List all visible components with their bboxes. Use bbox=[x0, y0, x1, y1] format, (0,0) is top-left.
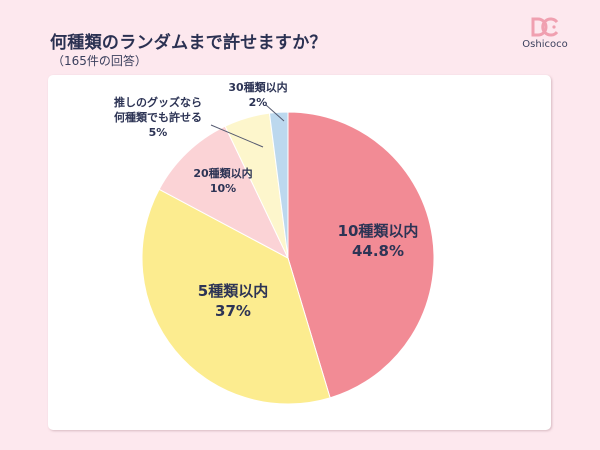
leader-line-30-types bbox=[265, 104, 285, 122]
slice-30-types bbox=[268, 111, 289, 259]
label-any-types: 推しのグッズなら 何種類でも許せる 5% bbox=[114, 96, 202, 139]
label-20-types: 20種類以内 10% bbox=[193, 167, 253, 195]
chart-card: 10種類以内 44.8% 5種類以内 37% 20種類以内 10% 推しのグッズ… bbox=[48, 75, 551, 430]
oshicoco-logo-icon bbox=[531, 17, 559, 37]
slice-5-types bbox=[141, 188, 331, 405]
slice-20-types bbox=[158, 125, 290, 260]
slice-10-types bbox=[287, 111, 435, 399]
label-10-types: 10種類以内 44.8% bbox=[337, 222, 419, 261]
pie-chart bbox=[141, 104, 435, 405]
leader-line-any-types bbox=[210, 124, 264, 148]
page-title: 何種類のランダムまで許せますか？ bbox=[50, 33, 327, 53]
response-count: （165件の回答） bbox=[52, 54, 147, 68]
logo-text: Oshicoco bbox=[522, 39, 568, 50]
label-30-types: 30種類以内 2% bbox=[228, 81, 288, 109]
label-5-types: 5種類以内 37% bbox=[197, 282, 269, 321]
brand-logo: Oshicoco bbox=[510, 16, 580, 50]
